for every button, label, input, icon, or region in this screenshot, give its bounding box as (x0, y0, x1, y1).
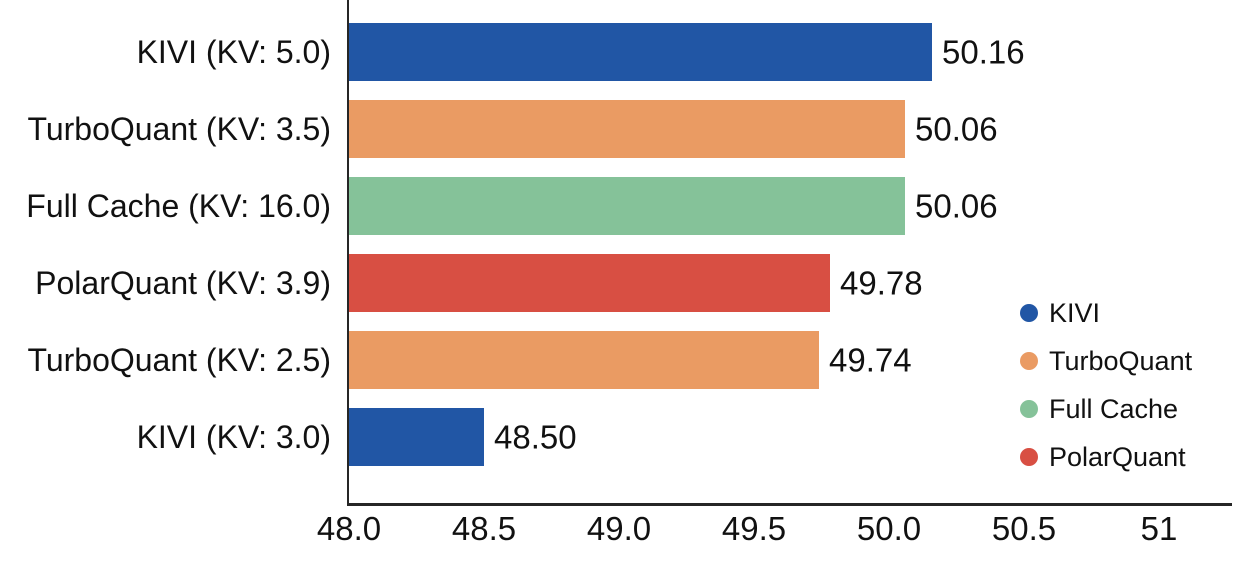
category-label: Full Cache (KV: 16.0) (26, 188, 331, 224)
legend-swatch-icon (1020, 304, 1038, 322)
category-label: KIVI (KV: 3.0) (136, 419, 331, 455)
legend-item-label: TurboQuant (1049, 345, 1193, 376)
bar (349, 254, 830, 312)
legend-item-label: PolarQuant (1049, 441, 1186, 472)
x-tick-label: 51 (1140, 510, 1178, 547)
bar (349, 100, 905, 158)
legend-item-label: Full Cache (1049, 393, 1179, 424)
legend-swatch-icon (1020, 448, 1038, 466)
x-axis-line (347, 503, 1232, 506)
bar (349, 408, 484, 466)
x-tick-label: 50.5 (991, 510, 1057, 547)
x-tick-label: 48.0 (316, 510, 382, 547)
category-label: TurboQuant (KV: 2.5) (27, 342, 331, 378)
bar (349, 23, 932, 81)
bar-value-label: 50.06 (915, 110, 998, 148)
legend-item: TurboQuant (1020, 337, 1192, 385)
bar (349, 177, 905, 235)
x-tick-label: 49.5 (721, 510, 787, 547)
legend: KIVI TurboQuant Full Cache PolarQuant (1020, 289, 1192, 481)
bar (349, 331, 819, 389)
bar-value-label: 50.16 (942, 33, 1025, 71)
legend-swatch-icon (1020, 352, 1038, 370)
category-label: PolarQuant (KV: 3.9) (35, 265, 331, 301)
legend-item: PolarQuant (1020, 433, 1192, 481)
bar-value-label: 48.50 (494, 418, 577, 456)
y-axis-line (347, 0, 349, 506)
bar-value-label: 49.78 (840, 264, 923, 302)
legend-item: Full Cache (1020, 385, 1192, 433)
x-tick-label: 49.0 (586, 510, 652, 547)
category-label: KIVI (KV: 5.0) (136, 34, 331, 70)
bar-value-label: 49.74 (829, 341, 912, 379)
bar-value-label: 50.06 (915, 187, 998, 225)
x-tick-label: 48.5 (451, 510, 517, 547)
category-label: TurboQuant (KV: 3.5) (27, 111, 331, 147)
legend-swatch-icon (1020, 400, 1038, 418)
legend-item-label: KIVI (1049, 297, 1101, 328)
x-tick-label: 50.0 (856, 510, 922, 547)
legend-item: KIVI (1020, 289, 1192, 337)
